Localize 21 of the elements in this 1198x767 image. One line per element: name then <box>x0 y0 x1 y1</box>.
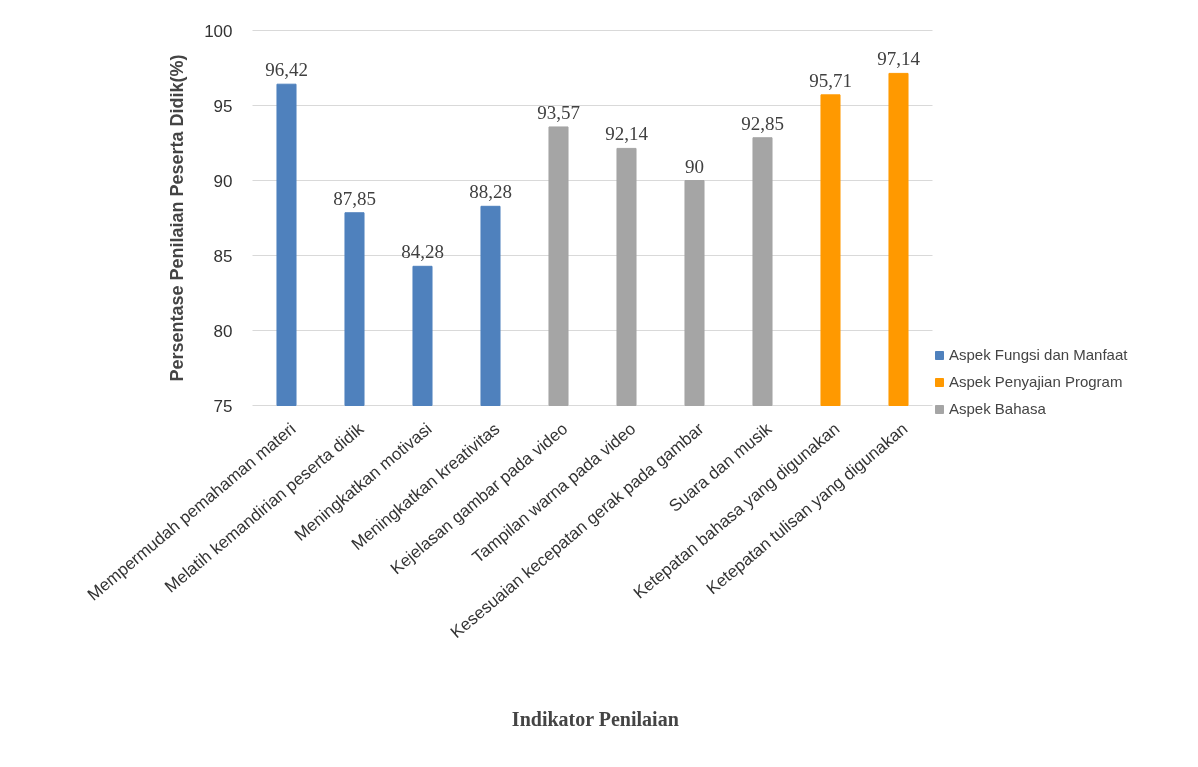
data-label: 87,85 <box>333 187 376 209</box>
data-label: 97,14 <box>877 48 921 70</box>
data-label: 96,42 <box>265 59 308 81</box>
y-tick-label: 75 <box>213 396 233 416</box>
data-label: 84,28 <box>401 241 444 263</box>
data-label: 88,28 <box>469 181 512 203</box>
y-tick-label: 95 <box>213 96 233 116</box>
data-label: 92,85 <box>741 112 784 134</box>
data-label: 93,57 <box>537 101 580 123</box>
data-label: 95,71 <box>809 69 852 91</box>
y-tick-label: 100 <box>204 21 233 41</box>
y-tick-label: 85 <box>213 246 233 266</box>
data-label: 90 <box>685 155 704 177</box>
data-label: 92,14 <box>605 123 649 145</box>
y-tick-label: 90 <box>213 171 233 191</box>
legend-label: Aspek Bahasa <box>949 400 1046 417</box>
legend-label: Aspek Fungsi dan Manfaat <box>949 346 1128 363</box>
legend-label: Aspek Penyajian Program <box>949 373 1123 390</box>
y-axis-title: Persentase Penilaian Peserta Didik(%) <box>167 54 188 382</box>
x-axis-title: Indikator Penilaian <box>511 707 679 730</box>
y-tick-label: 80 <box>213 321 233 341</box>
